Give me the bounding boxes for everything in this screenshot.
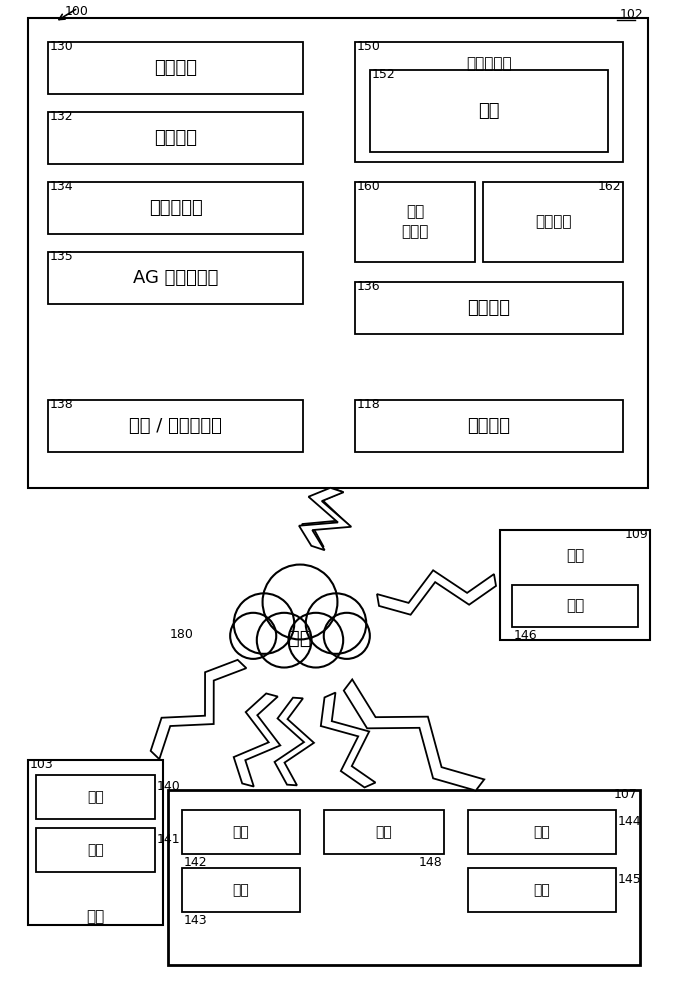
Text: 160: 160 <box>357 180 381 193</box>
Text: 135: 135 <box>50 250 73 263</box>
Bar <box>48 252 303 304</box>
Bar <box>500 530 650 640</box>
Circle shape <box>324 613 370 659</box>
Polygon shape <box>344 679 484 791</box>
Bar <box>483 182 623 262</box>
Text: 146: 146 <box>514 629 538 642</box>
Text: 预测: 预测 <box>479 102 499 120</box>
Text: 田地数据库: 田地数据库 <box>149 199 202 217</box>
Bar <box>468 868 616 912</box>
Bar <box>36 775 155 819</box>
Circle shape <box>257 613 311 668</box>
Text: 150: 150 <box>357 40 381 53</box>
Text: 机器: 机器 <box>534 825 551 839</box>
Text: 机具: 机具 <box>534 883 551 897</box>
Text: 处理系统: 处理系统 <box>154 129 197 147</box>
Text: 机具: 机具 <box>87 843 104 857</box>
Text: 作物预测: 作物预测 <box>534 215 572 230</box>
Text: 152: 152 <box>372 68 396 81</box>
Polygon shape <box>321 693 375 787</box>
Text: 143: 143 <box>184 914 208 927</box>
Text: 田地: 田地 <box>566 548 584 563</box>
Text: 102: 102 <box>620 8 644 21</box>
Text: 机器: 机器 <box>233 825 249 839</box>
Polygon shape <box>377 570 496 615</box>
Text: 145: 145 <box>618 873 642 886</box>
Circle shape <box>234 593 295 654</box>
Text: 118: 118 <box>357 398 381 411</box>
Bar <box>355 400 623 452</box>
Polygon shape <box>234 693 280 787</box>
Text: 机器: 机器 <box>87 790 104 804</box>
Text: 图像
数据库: 图像 数据库 <box>401 205 429 239</box>
Bar <box>370 70 608 152</box>
Text: 机具: 机具 <box>233 883 249 897</box>
Text: 141: 141 <box>157 833 181 846</box>
Polygon shape <box>299 488 351 550</box>
Circle shape <box>306 593 366 654</box>
Polygon shape <box>274 698 314 785</box>
Bar <box>182 810 300 854</box>
Bar <box>468 810 616 854</box>
Circle shape <box>263 565 338 639</box>
Text: 103: 103 <box>30 758 54 771</box>
Bar <box>36 828 155 872</box>
Text: 装置: 装置 <box>375 825 392 839</box>
Text: 109: 109 <box>624 528 648 541</box>
Bar <box>235 616 365 660</box>
Text: 132: 132 <box>50 110 73 123</box>
Circle shape <box>288 613 343 668</box>
Text: 107: 107 <box>614 788 638 801</box>
Bar <box>512 585 638 627</box>
Circle shape <box>230 613 276 659</box>
Text: 存储介质: 存储介质 <box>468 299 510 317</box>
Bar <box>48 42 303 94</box>
Bar <box>355 182 475 262</box>
Text: 142: 142 <box>184 856 208 869</box>
Text: 网络接口: 网络接口 <box>468 417 510 435</box>
Text: 成本 / 价格数据库: 成本 / 价格数据库 <box>129 417 222 435</box>
Text: 136: 136 <box>357 280 381 293</box>
Text: 130: 130 <box>50 40 73 53</box>
Text: 机器: 机器 <box>566 598 584 613</box>
Bar <box>48 112 303 164</box>
Text: 138: 138 <box>50 398 73 411</box>
Polygon shape <box>302 488 348 547</box>
Polygon shape <box>151 660 246 759</box>
Text: 162: 162 <box>597 180 621 193</box>
Bar <box>28 18 648 488</box>
Text: AG 实践数据库: AG 实践数据库 <box>133 269 218 287</box>
Bar <box>355 42 623 162</box>
Bar <box>48 182 303 234</box>
Text: 网络: 网络 <box>288 629 312 648</box>
Text: 148: 148 <box>419 856 442 869</box>
Text: 数据分析: 数据分析 <box>154 59 197 77</box>
Bar <box>48 400 303 452</box>
Text: 100: 100 <box>65 5 89 18</box>
Text: 天气存储区: 天气存储区 <box>466 56 512 71</box>
Bar <box>182 868 300 912</box>
Text: 田地: 田地 <box>86 909 104 924</box>
Text: 144: 144 <box>618 815 642 828</box>
Bar <box>28 760 163 925</box>
Bar <box>355 282 623 334</box>
Text: 180: 180 <box>170 628 194 641</box>
Text: 134: 134 <box>50 180 73 193</box>
Bar <box>324 810 444 854</box>
Bar <box>168 790 640 965</box>
Text: 140: 140 <box>157 780 181 793</box>
